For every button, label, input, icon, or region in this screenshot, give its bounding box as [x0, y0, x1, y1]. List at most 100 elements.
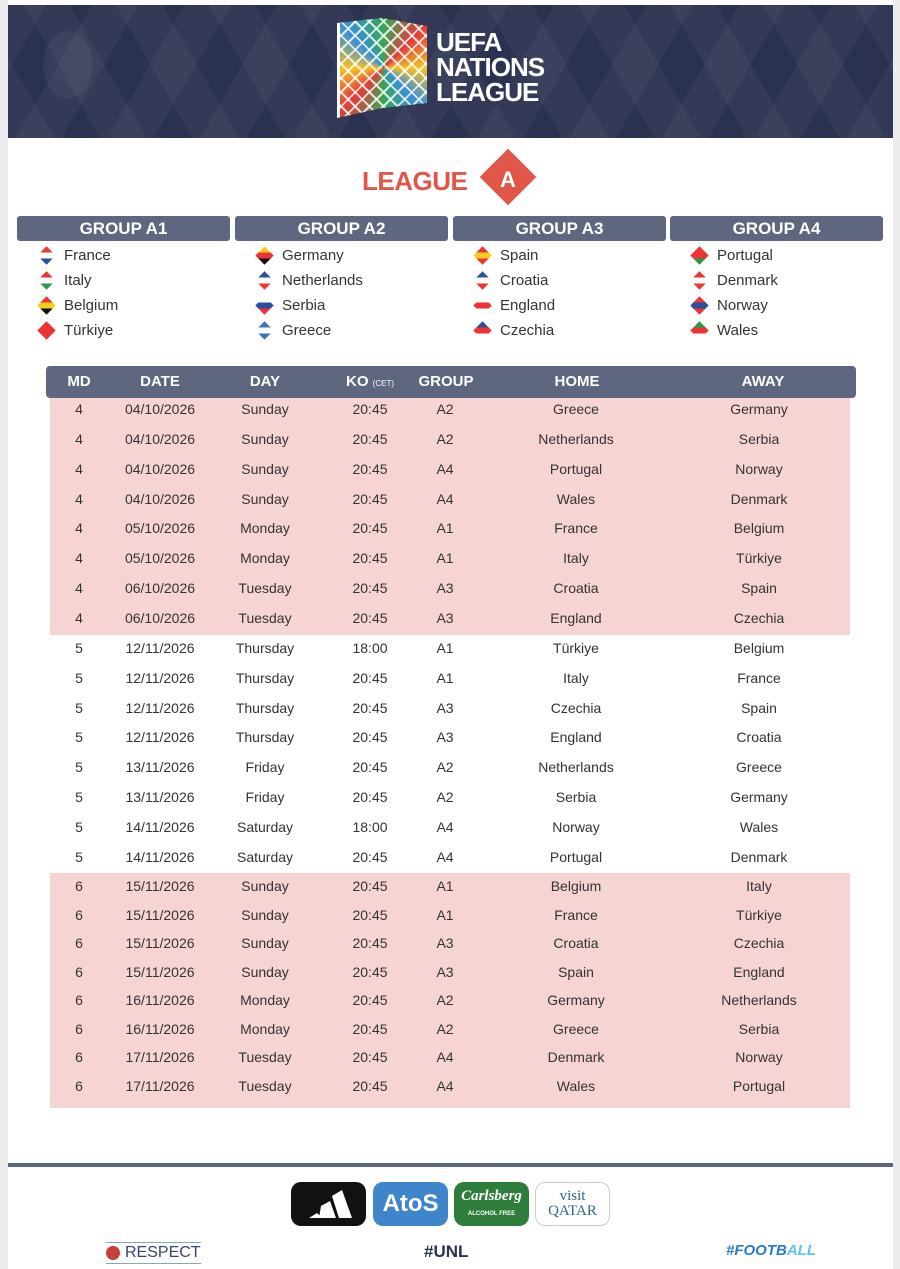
cell: A4 [436, 1077, 454, 1094]
cell: Norway [552, 818, 600, 835]
cell: Croatia [553, 580, 599, 597]
cell: 6 [75, 992, 83, 1008]
cell: A3 [436, 935, 454, 951]
cell: 16/11/2026 [125, 992, 195, 1008]
cell: Germany [730, 789, 788, 806]
cell: 6 [75, 963, 83, 980]
matchday-6-highlight [50, 873, 850, 1108]
col-day: DAY [249, 373, 281, 390]
cell: 15/11/2026 [125, 935, 195, 951]
flag-icon [37, 270, 56, 290]
cell: 20:45 [352, 992, 388, 1008]
group-header: GROUP A1 [17, 216, 230, 241]
cell: Türkiye [736, 550, 782, 567]
cell: Türkiye [553, 639, 599, 656]
flag-icon [37, 295, 56, 315]
cell: Tuesday [238, 1077, 292, 1094]
cell: Greece [553, 1020, 599, 1037]
cell: A4 [436, 460, 454, 477]
table-row: 4 04/10/2026 Sunday 20:45 A2 Greece Germany [0, 401, 900, 421]
cell: France [554, 906, 598, 923]
cell: 5 [75, 848, 83, 865]
cell: A3 [436, 699, 454, 716]
cell: Italy [563, 550, 589, 567]
cell: Sunday [241, 906, 289, 923]
cell: 05/10/2026 [124, 520, 196, 537]
table-row: 5 12/11/2026 Thursday 18:00 A1 Türkiye Belgium [0, 640, 900, 660]
cell: 5 [75, 729, 83, 746]
cell: 6 [75, 935, 83, 951]
cell: 20:45 [352, 848, 388, 865]
cell: Saturday [236, 848, 294, 865]
cell: 5 [75, 699, 83, 716]
cell: A1 [436, 878, 454, 894]
cell: Tuesday [238, 1049, 292, 1065]
cell: Sunday [241, 401, 289, 417]
visit-qatar-logo: visit QATAR [535, 1182, 610, 1226]
cell: Monday [240, 520, 290, 537]
col-date: DATE [140, 373, 180, 390]
cell: 20:45 [352, 935, 388, 951]
cell: Sunday [241, 490, 289, 507]
cell: A2 [436, 401, 454, 417]
cell: Sunday [241, 935, 289, 951]
cell: Italy [563, 669, 589, 686]
cell: 4 [75, 430, 83, 447]
cell: 20:45 [352, 878, 388, 894]
team-item: Netherlands [255, 270, 363, 290]
cell: A1 [436, 520, 454, 537]
flag-icon [690, 270, 709, 290]
cell: Sunday [241, 878, 289, 894]
flag-icon [690, 320, 709, 340]
cell: 20:45 [352, 963, 388, 980]
cell: Wales [556, 1077, 596, 1094]
cell: 14/11/2026 [125, 818, 195, 835]
cell: 13/11/2026 [125, 789, 195, 806]
group-header: GROUP A2 [235, 216, 448, 241]
table-row: 5 12/11/2026 Thursday 20:45 A3 England Croatia [0, 729, 900, 749]
nations-league-flag-logo [337, 18, 427, 118]
cell: 4 [75, 580, 83, 597]
table-row: 4 05/10/2026 Monday 20:45 A1 Italy Türkiye [0, 550, 900, 570]
cell: Netherlands [721, 992, 797, 1008]
league-title: LEAGUE [362, 166, 468, 196]
cell: England [733, 963, 785, 980]
cell: 20:45 [352, 699, 388, 716]
cell: Serbia [738, 430, 780, 447]
cell: Czechia [733, 609, 785, 626]
table-row: 6 15/11/2026 Sunday 20:45 A1 France Türkiye [0, 907, 900, 927]
table-row: 6 17/11/2026 Tuesday 20:45 A4 Denmark Norway [0, 1049, 900, 1069]
table-row: 6 17/11/2026 Tuesday 20:45 A4 Wales Portugal [0, 1078, 900, 1098]
cell: 17/11/2026 [125, 1077, 195, 1094]
matchday-4-highlight [50, 398, 850, 635]
cell: A4 [436, 1049, 454, 1065]
flag-icon [690, 295, 709, 315]
group-header: GROUP A3 [453, 216, 666, 241]
team-item: Spain [473, 245, 538, 265]
flag-icon [255, 295, 274, 315]
cell: Croatia [553, 935, 599, 951]
cell: 6 [75, 878, 83, 894]
cell: A2 [436, 430, 454, 447]
cell: 12/11/2026 [125, 729, 195, 746]
cell: 6 [75, 906, 83, 923]
cell: Monday [240, 550, 290, 567]
cell: 4 [75, 550, 83, 567]
hashtag-football: #FOOTBALL [726, 1242, 817, 1259]
cell: Spain [741, 580, 777, 597]
cell: England [550, 609, 602, 626]
cell: Serbia [555, 789, 597, 806]
col-group: GROUP [418, 373, 474, 390]
cell: 20:45 [352, 490, 388, 507]
cell: 12/11/2026 [125, 639, 195, 656]
cell: 6 [75, 1077, 83, 1094]
cell: 04/10/2026 [124, 490, 196, 507]
cell: 06/10/2026 [124, 580, 196, 597]
cell: A3 [436, 609, 454, 626]
flag-icon [37, 320, 56, 340]
cell: 13/11/2026 [125, 759, 195, 776]
table-row: 5 13/11/2026 Friday 20:45 A2 Serbia Germany [0, 789, 900, 809]
cell: Italy [746, 878, 772, 894]
flag-icon [473, 270, 492, 290]
cell: Greece [736, 759, 782, 776]
